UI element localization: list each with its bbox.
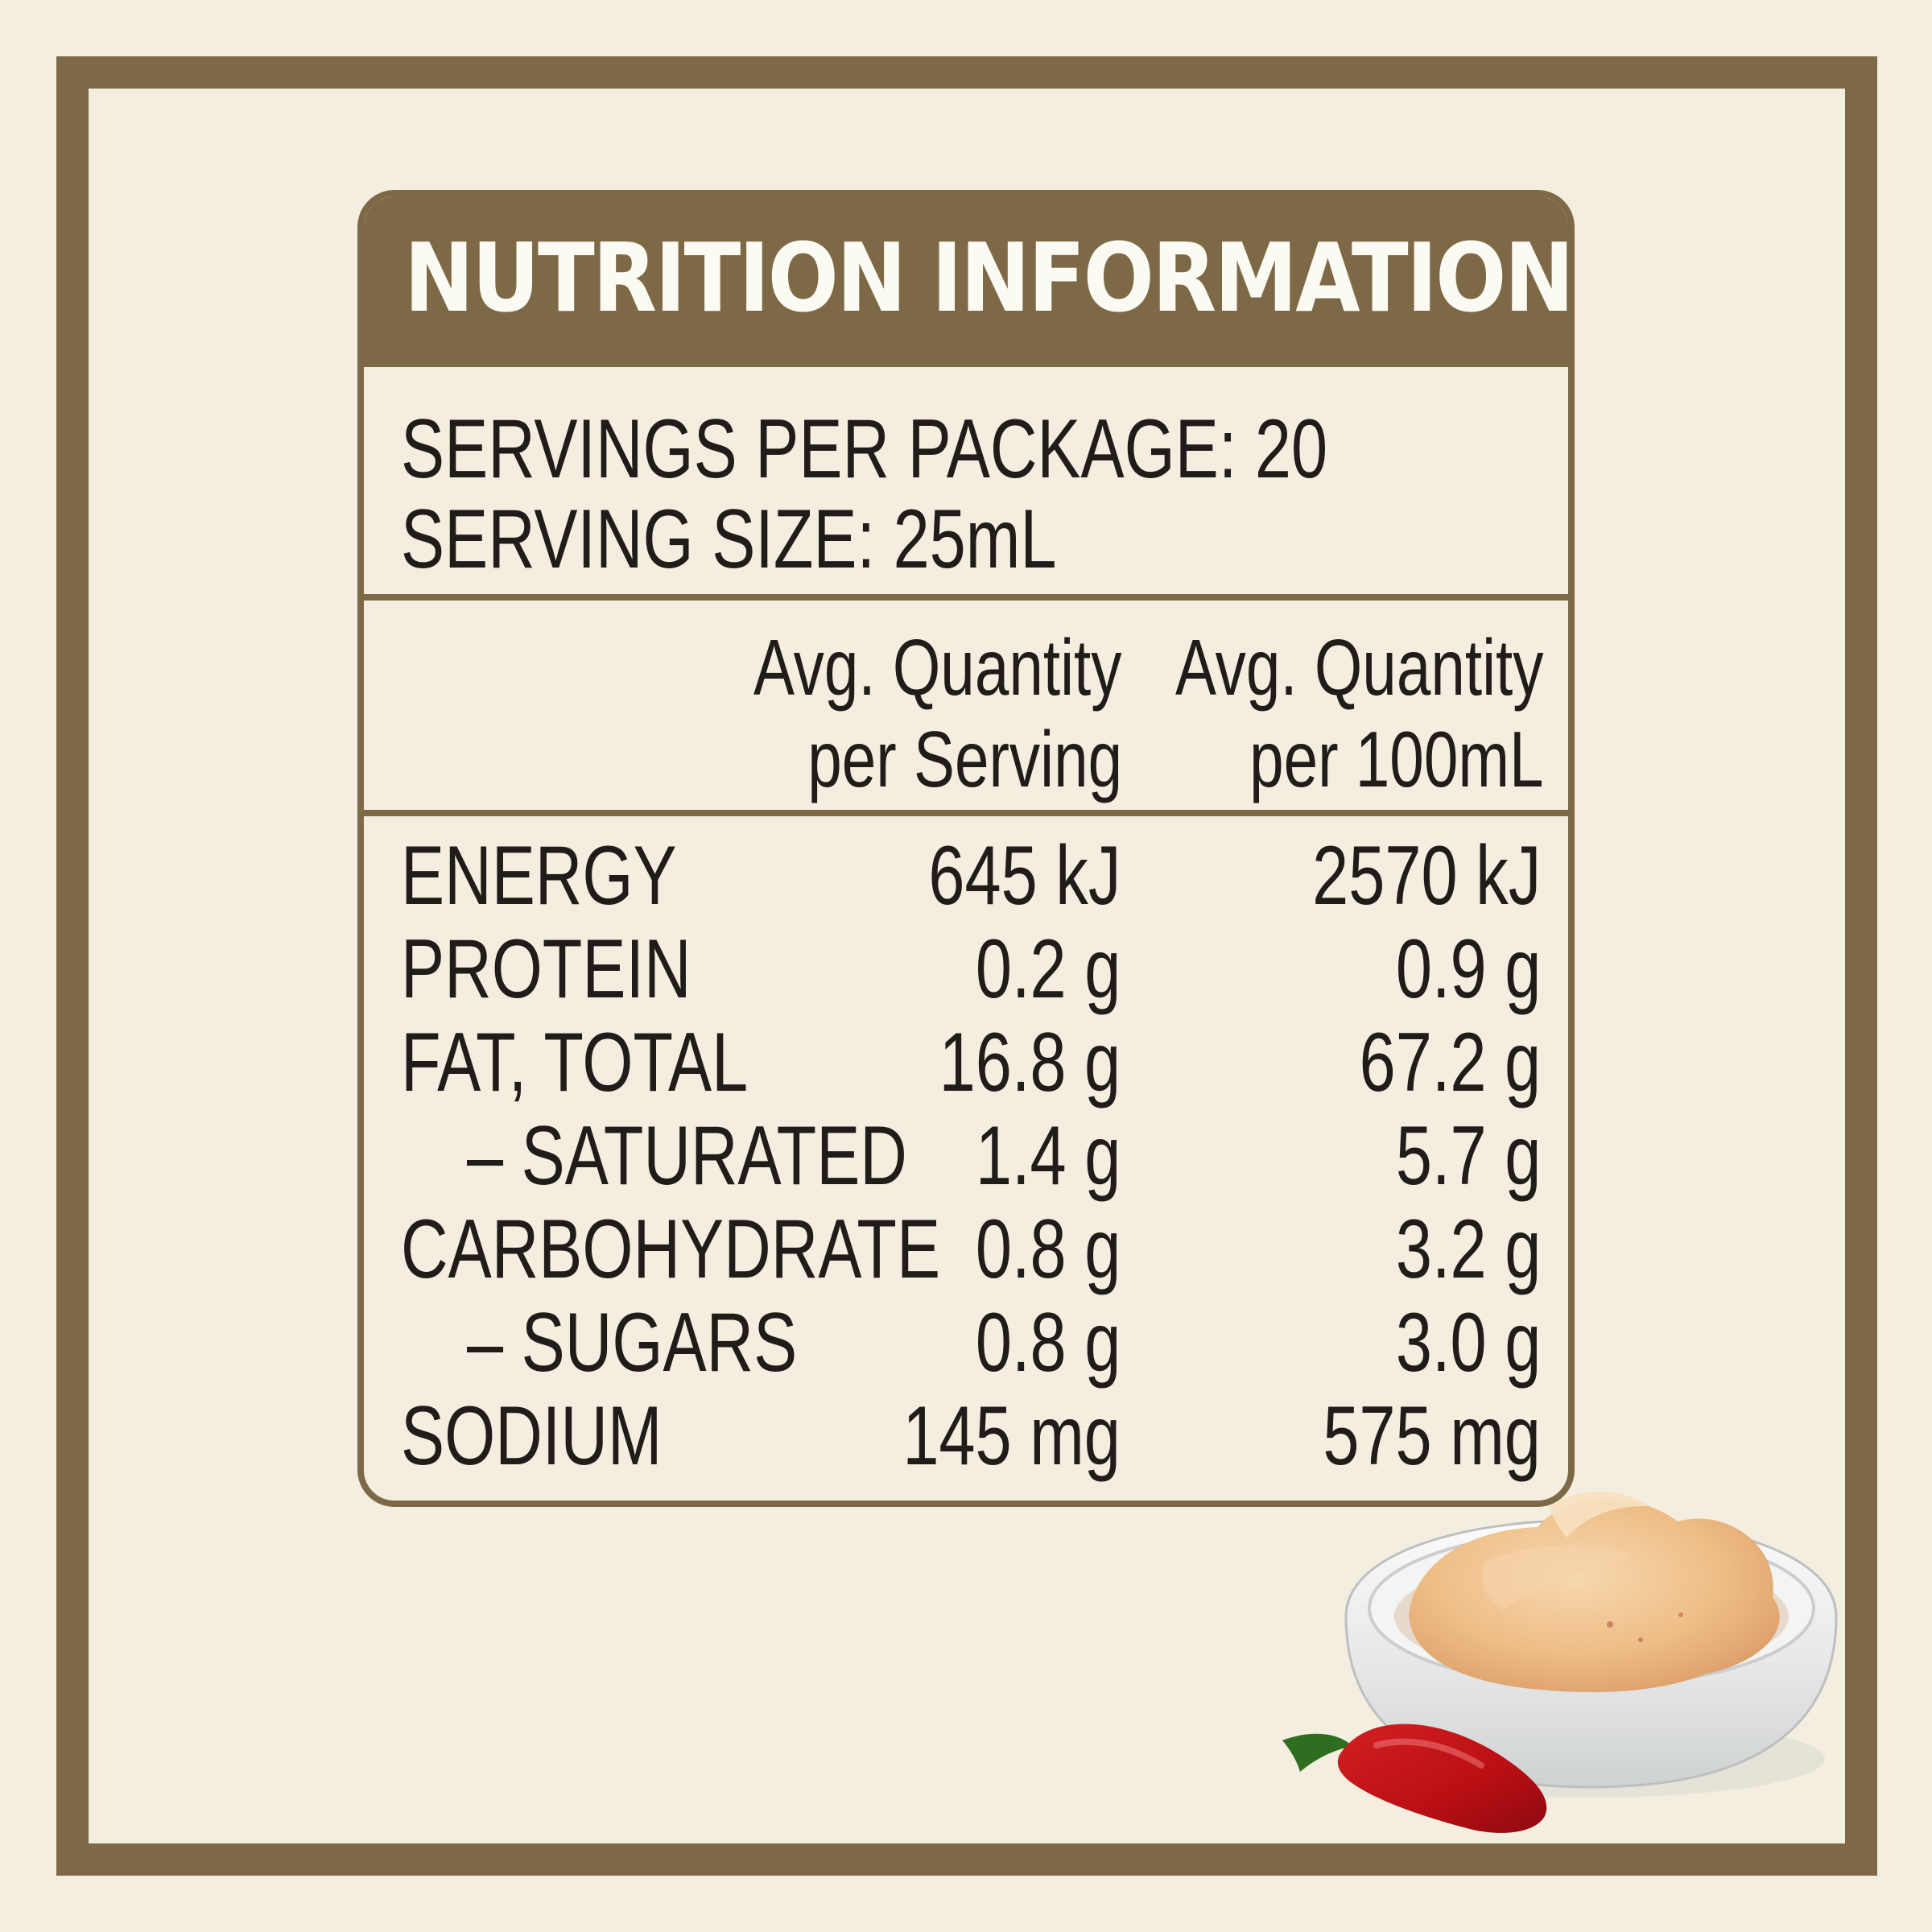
chilli-stem: [1282, 1733, 1352, 1772]
nutrient-label-sugars: – SUGARS: [467, 1296, 798, 1389]
nutrient-label-sodium: SODIUM: [401, 1389, 663, 1483]
nutrient-label-saturated: – SATURATED: [467, 1109, 907, 1203]
outer-frame: [56, 56, 1877, 1876]
sugars-per-100ml: 3.0 g: [1395, 1296, 1541, 1389]
dip-bowl-illustration: [1282, 1491, 1838, 1833]
protein-per-serving: 0.2 g: [975, 923, 1121, 1016]
panel-title: NUTRITION INFORMATION: [404, 222, 1573, 333]
nutrient-label-fat-total: FAT, TOTAL: [401, 1016, 749, 1109]
spice-fleck: [1638, 1637, 1643, 1642]
per-100ml-header-line-1: Avg. Quantity: [1175, 623, 1544, 712]
saturated-per-100ml: 5.7 g: [1395, 1109, 1541, 1203]
per-serving-header-line-1: Avg. Quantity: [753, 623, 1122, 712]
sugars-per-serving: 0.8 g: [975, 1296, 1121, 1389]
dip-sauce: [1409, 1499, 1780, 1693]
header-divider: [364, 810, 1568, 816]
nutrient-label-energy: ENERGY: [401, 829, 677, 923]
per-serving-header-line-2: per Serving: [807, 715, 1122, 803]
nutrition-panel: NUTRITION INFORMATION SERVINGS PER PACKA…: [357, 190, 1575, 1507]
nutrient-label-carbohydrate: CARBOHYDRATE: [401, 1203, 941, 1296]
sodium-per-100ml: 575 mg: [1323, 1389, 1541, 1483]
fat-total-per-100ml: 67.2 g: [1359, 1016, 1541, 1109]
nutrient-label-protein: PROTEIN: [401, 923, 691, 1016]
saturated-per-serving: 1.4 g: [975, 1109, 1121, 1203]
spice-fleck: [1678, 1612, 1683, 1617]
spice-fleck: [1607, 1621, 1613, 1628]
chilli-pepper: [1337, 1724, 1547, 1833]
panel-header: NUTRITION INFORMATION: [364, 196, 1568, 367]
per-100ml-header-line-2: per 100mL: [1249, 715, 1544, 803]
energy-per-100ml: 2570 kJ: [1311, 829, 1541, 923]
sauce-highlight: [1549, 1491, 1649, 1538]
sodium-per-serving: 145 mg: [902, 1389, 1121, 1483]
carbohydrate-per-serving: 0.8 g: [975, 1203, 1121, 1296]
servings-per-package: SERVINGS PER PACKAGE: 20: [401, 402, 1328, 496]
carbohydrate-per-100ml: 3.2 g: [1395, 1203, 1541, 1296]
top-divider: [364, 594, 1568, 601]
protein-per-100ml: 0.9 g: [1395, 923, 1541, 1016]
chilli-shine: [1373, 1738, 1484, 1769]
fat-total-per-serving: 16.8 g: [939, 1016, 1121, 1109]
sauce-swirl: [1482, 1546, 1635, 1610]
energy-per-serving: 645 kJ: [927, 829, 1121, 923]
serving-size: SERVING SIZE: 25mL: [401, 493, 1057, 586]
